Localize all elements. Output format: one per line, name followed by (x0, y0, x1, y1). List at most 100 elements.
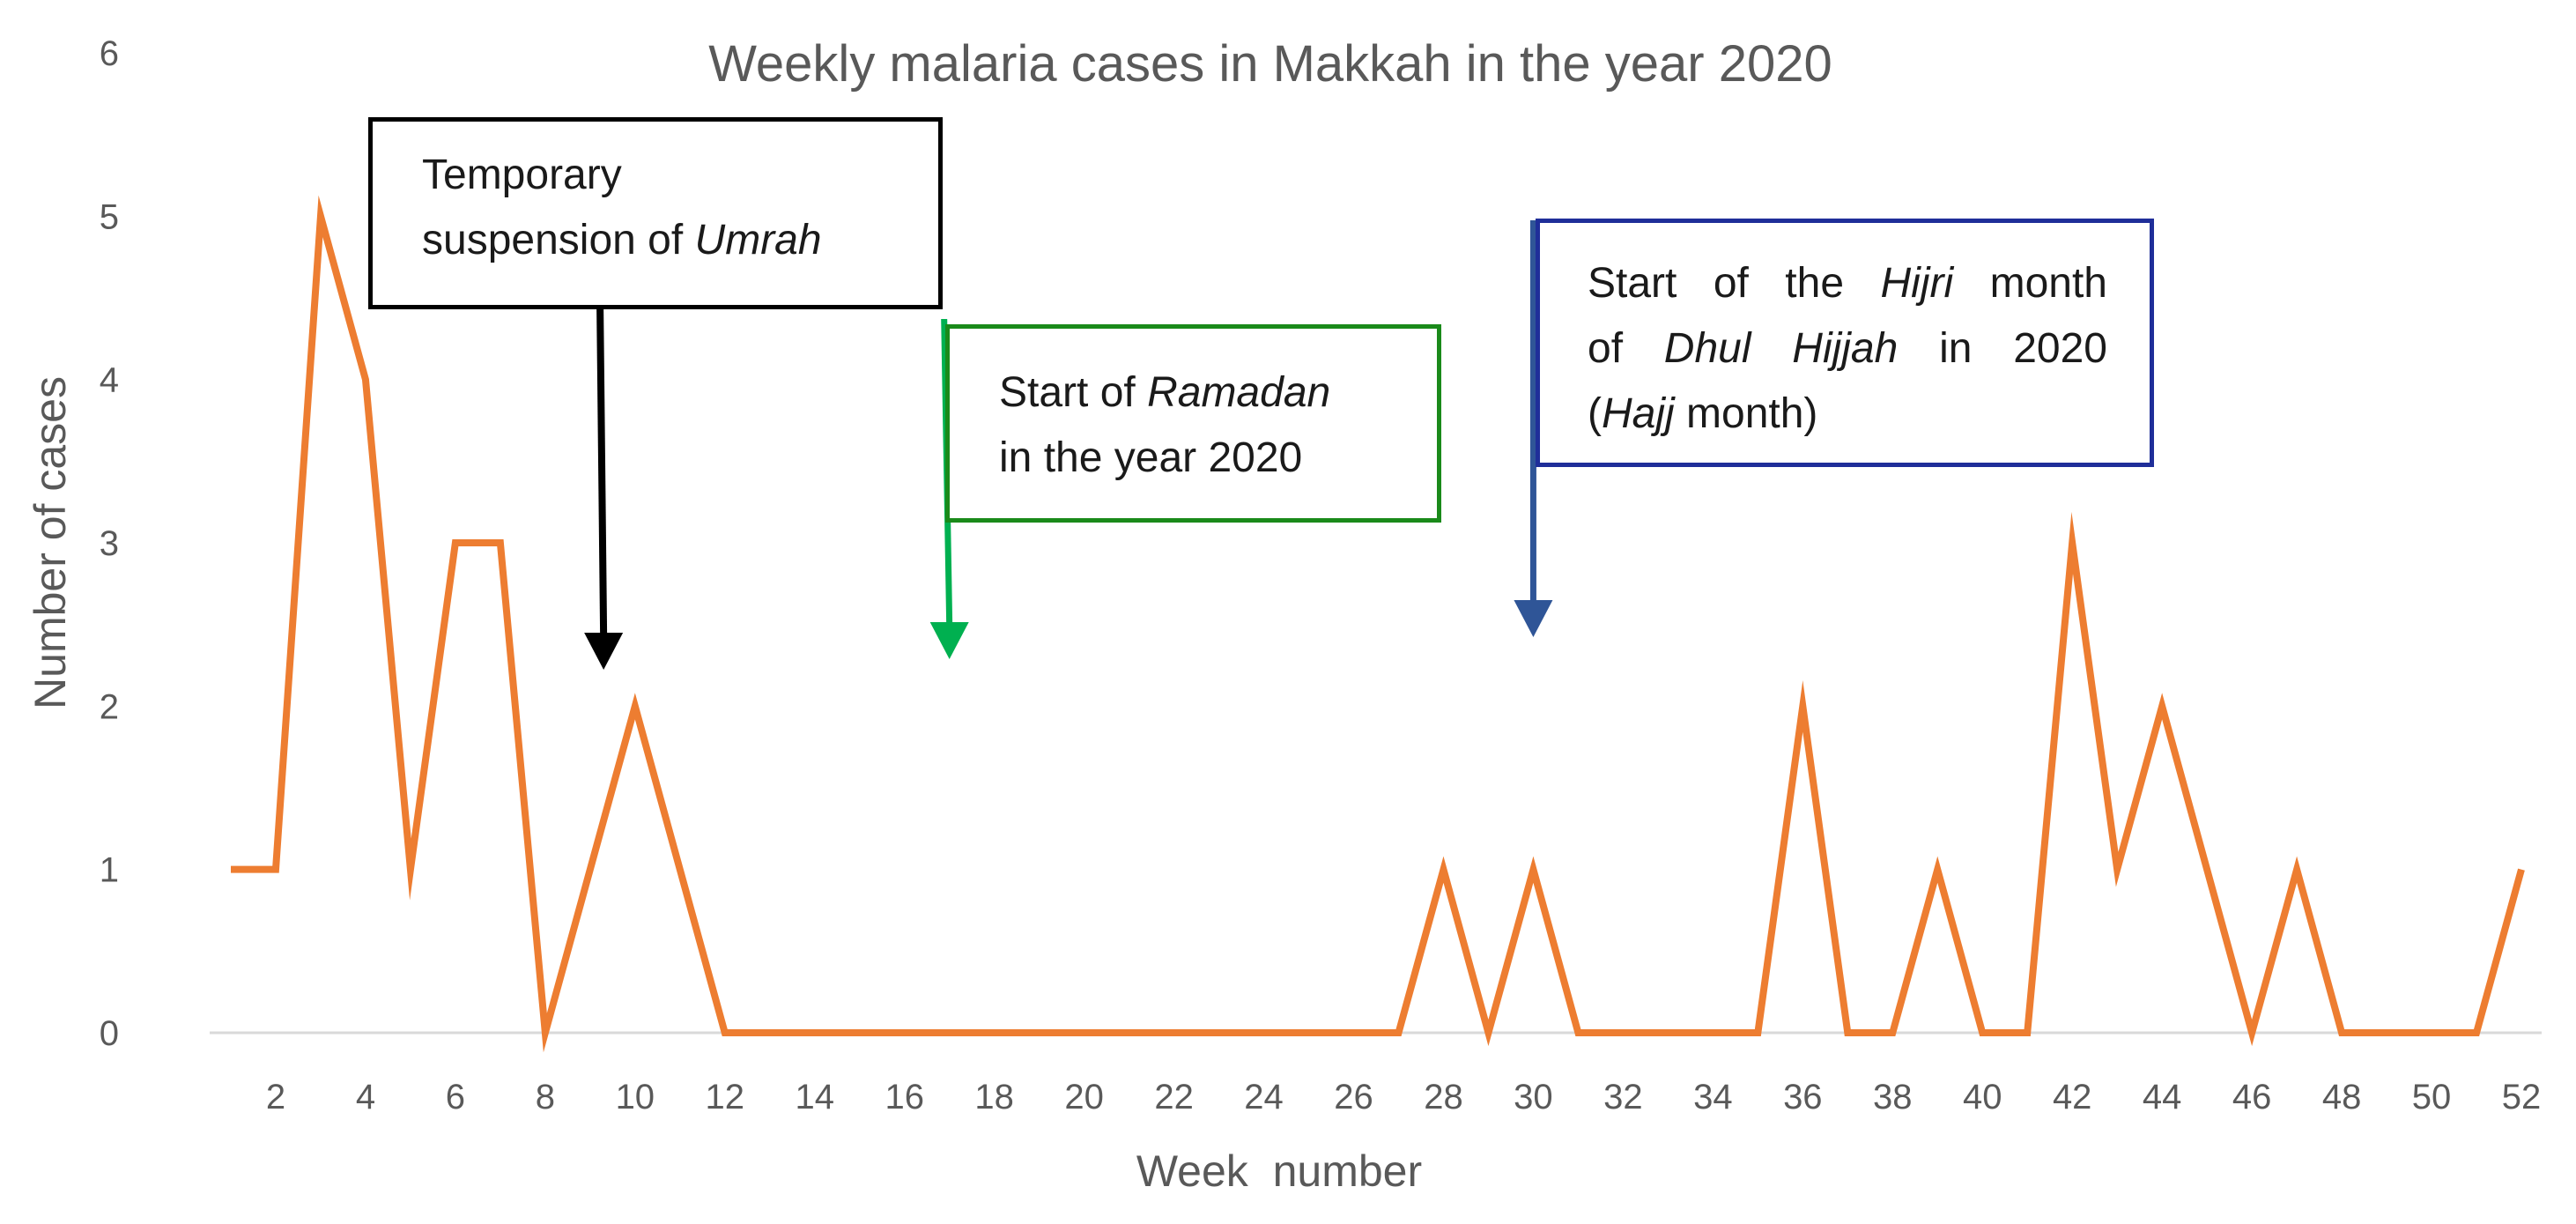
chart-title: Weekly malaria cases in Makkah in the ye… (708, 35, 1832, 93)
data-point (1216, 1029, 1223, 1036)
x-tick-label: 52 (2502, 1078, 2542, 1116)
data-point (587, 866, 594, 873)
data-point (766, 1029, 774, 1036)
annotation-hijri-box: Start of the Hijri month of Dhul Hijjah … (1536, 219, 2154, 467)
x-tick-label: 24 (1244, 1078, 1284, 1116)
data-point (2518, 866, 2525, 873)
data-point (1844, 1029, 1851, 1036)
data-point (2024, 1029, 2031, 1036)
data-point (1664, 1029, 1671, 1036)
data-point (2383, 1029, 2390, 1036)
y-tick-labels: 0 1 2 3 4 5 6 (100, 34, 119, 1053)
data-point (497, 539, 504, 546)
data-point (1709, 1029, 1716, 1036)
annotation-arrow-head (929, 622, 969, 659)
x-tick-label: 44 (2143, 1078, 2182, 1116)
data-point (272, 866, 279, 873)
x-tick-label: 46 (2232, 1078, 2272, 1116)
x-tick-label: 50 (2412, 1078, 2452, 1116)
x-tick-label: 2 (266, 1078, 285, 1116)
y-tick-label: 0 (100, 1014, 119, 1053)
data-point (1754, 1029, 1761, 1036)
annotation-arrow-head (584, 633, 624, 670)
x-tick-label: 10 (616, 1078, 655, 1116)
x-tick-label: 12 (706, 1078, 745, 1116)
data-point (2248, 1029, 2255, 1036)
y-tick-label: 6 (100, 34, 119, 73)
x-tick-label: 30 (1514, 1078, 1553, 1116)
annotation-hijri-line-2: of Dhul Hijjah in 2020 (1588, 325, 2107, 372)
data-point (1081, 1029, 1088, 1036)
x-tick-label: 40 (1963, 1078, 2002, 1116)
data-point (946, 1029, 953, 1036)
data-point (1036, 1029, 1043, 1036)
x-tick-label: 20 (1064, 1078, 1104, 1116)
x-tick-label: 14 (795, 1078, 834, 1116)
x-tick-label: 36 (1783, 1078, 1823, 1116)
y-tick-label: 5 (100, 197, 119, 236)
x-tick-label: 34 (1693, 1078, 1733, 1116)
annotation-umrah-line-2: suspension of Umrah (422, 217, 822, 263)
annotation-umrah-line-1: Temporary (422, 152, 622, 198)
data-point (1889, 1029, 1896, 1036)
annotation-hijri-line-3: (Hajj month) (1588, 390, 1818, 437)
series-line (231, 195, 2525, 1053)
x-axis-label: Week number (1136, 1146, 1422, 1196)
data-point (1440, 866, 1447, 873)
data-point (407, 866, 414, 873)
data-point (2203, 866, 2210, 873)
data-point (227, 866, 234, 873)
x-tick-label: 48 (2322, 1078, 2362, 1116)
data-point (677, 866, 684, 873)
data-point (1799, 702, 1806, 709)
data-point (1574, 1029, 1581, 1036)
data-point (1484, 1029, 1492, 1036)
x-tick-label: 18 (974, 1078, 1014, 1116)
x-tick-label: 16 (885, 1078, 924, 1116)
annotation-arrows (584, 220, 1553, 670)
x-tick-label: 28 (1424, 1078, 1463, 1116)
x-tick-label: 8 (536, 1078, 555, 1116)
data-point (2158, 702, 2165, 709)
data-point (1171, 1029, 1178, 1036)
data-point (317, 212, 324, 219)
x-tick-label: 32 (1603, 1078, 1643, 1116)
x-tick-label: 26 (1334, 1078, 1373, 1116)
data-point (856, 1029, 863, 1036)
x-tick-label: 42 (2053, 1078, 2092, 1116)
y-tick-label: 3 (100, 524, 119, 563)
annotation-ramadan-line-2: in the year 2020 (999, 434, 1303, 481)
series-layer (227, 195, 2525, 1053)
data-point (1979, 1029, 1986, 1036)
data-point (1529, 866, 1536, 873)
x-tick-label: 6 (446, 1078, 465, 1116)
data-point (2473, 1029, 2480, 1036)
data-point (1126, 1029, 1133, 1036)
data-point (722, 1029, 729, 1036)
annotation-arrow-shaft (596, 308, 608, 637)
x-tick-label: 38 (1873, 1078, 1913, 1116)
annotation-ramadan-box: Start of Ramadan in the year 2020 (945, 324, 1441, 523)
data-point (362, 376, 369, 383)
data-point (1351, 1029, 1358, 1036)
data-point (2293, 866, 2300, 873)
annotation-arrow-head (1514, 600, 1553, 637)
y-tick-label: 2 (100, 687, 119, 726)
data-point (632, 702, 639, 709)
annotation-hijri-arrow (1514, 220, 1553, 637)
annotation-umrah-arrow (584, 308, 624, 670)
x-tick-labels: 2 4 6 8 10 12 14 16 18 20 22 24 26 28 30 32 34 36 38 40 42 44… (266, 1078, 2541, 1116)
y-tick-label: 1 (100, 851, 119, 890)
data-point (2113, 866, 2121, 873)
data-point (1261, 1029, 1268, 1036)
annotation-hijri-line-1: Start of the Hijri month (1588, 260, 2107, 307)
x-tick-label: 4 (356, 1078, 375, 1116)
y-axis-label: Number of cases (26, 376, 75, 709)
y-tick-label: 4 (100, 361, 119, 400)
data-point (452, 539, 459, 546)
data-point (1395, 1029, 1402, 1036)
data-point (2338, 1029, 2345, 1036)
data-point (901, 1029, 908, 1036)
data-point (811, 1029, 818, 1036)
